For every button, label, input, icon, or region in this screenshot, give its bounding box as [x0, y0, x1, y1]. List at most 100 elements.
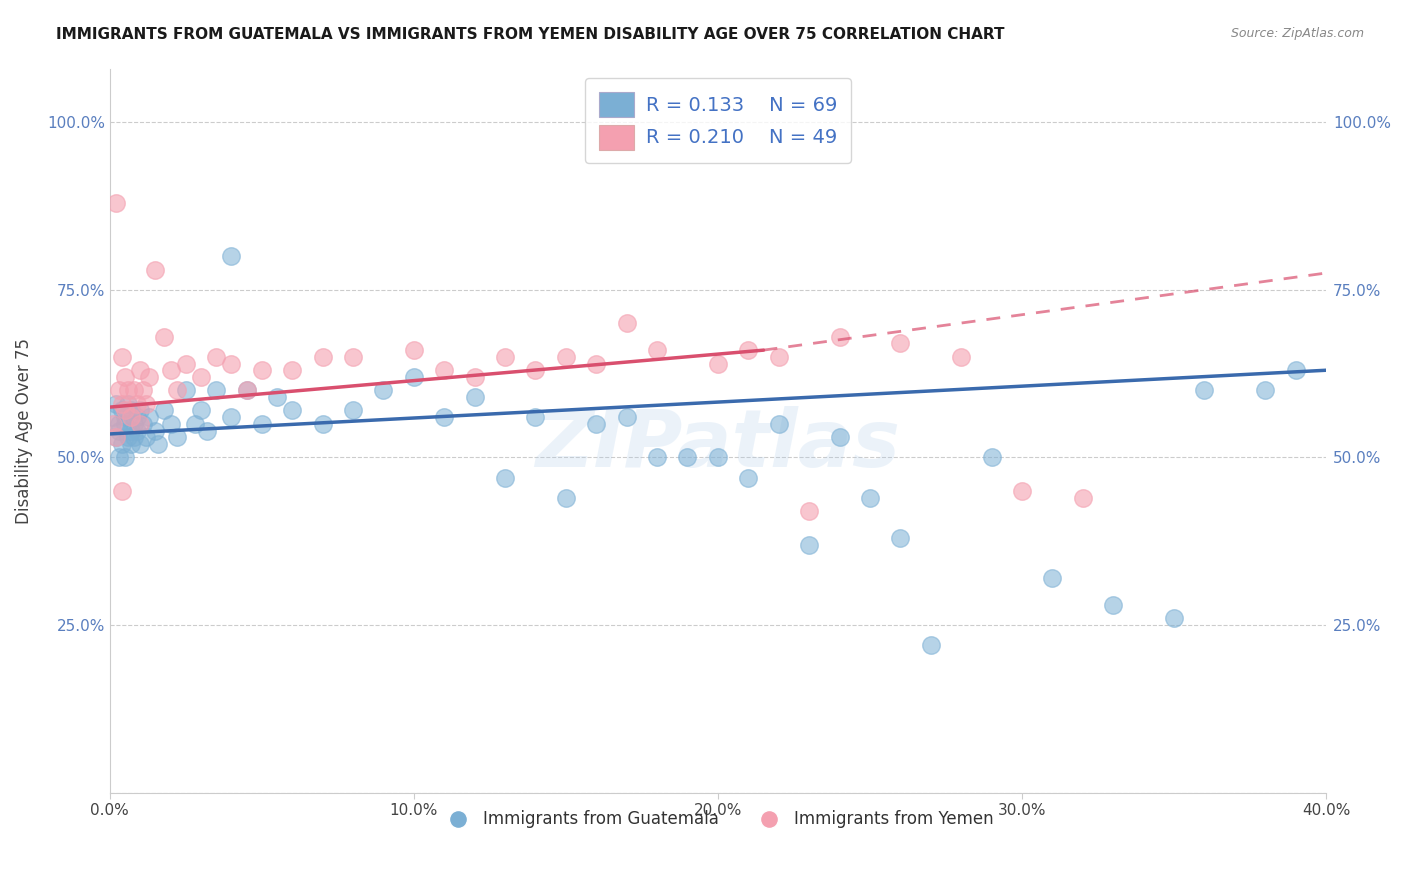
Point: [129, 363, 152, 377]
Point: [464, 370, 486, 384]
Point: [281, 403, 304, 417]
Point: [1194, 384, 1216, 398]
Point: [129, 417, 152, 431]
Point: [980, 450, 1002, 465]
Point: [311, 350, 333, 364]
Point: [104, 430, 127, 444]
Point: [135, 397, 157, 411]
Point: [859, 491, 882, 505]
Point: [108, 384, 131, 398]
Point: [104, 397, 127, 411]
Point: [768, 417, 790, 431]
Point: [433, 363, 456, 377]
Point: [104, 430, 127, 444]
Point: [129, 437, 152, 451]
Point: [524, 410, 547, 425]
Point: [797, 538, 820, 552]
Point: [127, 424, 149, 438]
Point: [266, 390, 288, 404]
Point: [108, 450, 131, 465]
Point: [920, 638, 942, 652]
Point: [148, 437, 170, 451]
Point: [166, 430, 188, 444]
Point: [221, 249, 243, 263]
Point: [281, 363, 304, 377]
Point: [114, 410, 136, 425]
Point: [127, 397, 149, 411]
Point: [250, 417, 273, 431]
Point: [1163, 611, 1185, 625]
Point: [235, 384, 257, 398]
Point: [174, 384, 197, 398]
Point: [221, 357, 243, 371]
Point: [1102, 598, 1125, 612]
Point: [342, 403, 364, 417]
Point: [889, 336, 911, 351]
Point: [585, 357, 607, 371]
Point: [129, 403, 152, 417]
Point: [250, 363, 273, 377]
Point: [174, 357, 197, 371]
Point: [114, 417, 136, 431]
Point: [190, 370, 212, 384]
Point: [114, 450, 136, 465]
Point: [159, 363, 181, 377]
Point: [311, 417, 333, 431]
Point: [120, 437, 142, 451]
Point: [127, 410, 149, 425]
Point: [117, 397, 139, 411]
Point: [616, 316, 638, 330]
Point: [166, 384, 188, 398]
Point: [205, 350, 228, 364]
Point: [585, 417, 607, 431]
Point: [111, 437, 134, 451]
Point: [616, 410, 638, 425]
Point: [524, 363, 547, 377]
Point: [120, 410, 142, 425]
Text: IMMIGRANTS FROM GUATEMALA VS IMMIGRANTS FROM YEMEN DISABILITY AGE OVER 75 CORREL: IMMIGRANTS FROM GUATEMALA VS IMMIGRANTS …: [56, 27, 1005, 42]
Point: [1285, 363, 1308, 377]
Point: [737, 343, 759, 358]
Point: [889, 531, 911, 545]
Point: [101, 410, 124, 425]
Point: [143, 262, 166, 277]
Point: [138, 370, 160, 384]
Point: [707, 357, 730, 371]
Point: [828, 329, 851, 343]
Point: [402, 370, 425, 384]
Text: Source: ZipAtlas.com: Source: ZipAtlas.com: [1230, 27, 1364, 40]
Point: [111, 483, 134, 498]
Point: [1071, 491, 1094, 505]
Point: [153, 329, 176, 343]
Point: [554, 350, 576, 364]
Point: [676, 450, 699, 465]
Point: [101, 417, 124, 431]
Legend: Immigrants from Guatemala, Immigrants from Yemen: Immigrants from Guatemala, Immigrants fr…: [434, 804, 1001, 835]
Point: [1254, 384, 1277, 398]
Point: [950, 350, 973, 364]
Point: [117, 384, 139, 398]
Point: [108, 417, 131, 431]
Point: [494, 350, 516, 364]
Point: [184, 417, 207, 431]
Point: [342, 350, 364, 364]
Point: [153, 403, 176, 417]
Point: [108, 424, 131, 438]
Point: [122, 384, 145, 398]
Point: [554, 491, 576, 505]
Point: [373, 384, 395, 398]
Point: [114, 370, 136, 384]
Point: [111, 397, 134, 411]
Point: [768, 350, 790, 364]
Point: [117, 430, 139, 444]
Point: [120, 424, 142, 438]
Point: [797, 504, 820, 518]
Point: [1011, 483, 1033, 498]
Text: ZIPatlas: ZIPatlas: [536, 406, 900, 484]
Point: [205, 384, 228, 398]
Point: [135, 430, 157, 444]
Point: [132, 384, 155, 398]
Point: [235, 384, 257, 398]
Point: [120, 403, 142, 417]
Point: [111, 350, 134, 364]
